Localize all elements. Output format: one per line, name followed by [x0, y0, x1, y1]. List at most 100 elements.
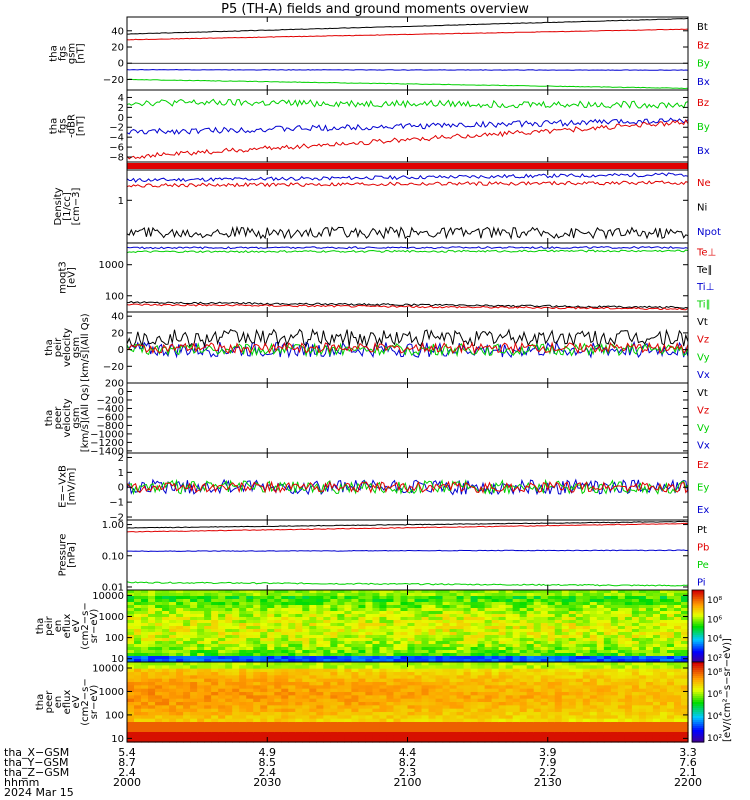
- heatmap-cell: [218, 702, 226, 706]
- heatmap-cell: [491, 682, 500, 686]
- heatmap-cell: [680, 638, 689, 642]
- heatmap-cell: [484, 596, 493, 600]
- heatmap-cell: [239, 605, 247, 609]
- heatmap-cell: [232, 635, 240, 639]
- heatmap-cell: [463, 608, 472, 612]
- heatmap-cell: [575, 611, 584, 615]
- heatmap-cell: [295, 614, 303, 618]
- heatmap-cell: [281, 647, 289, 651]
- heatmap-cell: [218, 605, 226, 609]
- heatmap-cell: [246, 644, 254, 648]
- colorbar-cell: [692, 672, 704, 675]
- heatmap-cell: [512, 608, 521, 612]
- heatmap-cell: [596, 596, 605, 600]
- heatmap-cell: [519, 735, 528, 740]
- heatmap-cell: [225, 688, 233, 693]
- series-line-Npot: [126, 172, 689, 183]
- heatmap-cell: [309, 620, 317, 624]
- colorbar-cell: [692, 738, 704, 741]
- heatmap-cell: [526, 675, 535, 680]
- heatmap-cell: [561, 602, 570, 606]
- heatmap-cell: [659, 623, 668, 627]
- heatmap-cell: [316, 685, 324, 690]
- heatmap-cell: [393, 623, 402, 627]
- heatmap-cell: [169, 675, 177, 680]
- heatmap-cell: [547, 722, 556, 726]
- legend-entry: Vz: [697, 335, 709, 346]
- heatmap-cell: [141, 632, 149, 636]
- colorbar-cell: [692, 668, 704, 671]
- heatmap-cell: [281, 692, 289, 696]
- heatmap-cell: [589, 656, 598, 660]
- heatmap-cell: [302, 593, 310, 597]
- heatmap-cell: [365, 668, 374, 673]
- heatmap-cell: [575, 620, 584, 624]
- heatmap-cell: [344, 626, 352, 630]
- heatmap-cell: [309, 735, 317, 740]
- series-line-Bx: [126, 78, 689, 90]
- heatmap-cell: [155, 650, 163, 654]
- heatmap-cell: [477, 632, 486, 636]
- heatmap-cell: [456, 638, 465, 642]
- heatmap-cell: [456, 735, 465, 740]
- heatmap-cell: [323, 638, 331, 642]
- heatmap-cell: [498, 678, 507, 683]
- heatmap-cell: [393, 672, 402, 676]
- y-tick-label: −1000: [90, 429, 124, 440]
- heatmap-cell: [638, 605, 647, 609]
- heatmap-cell: [470, 653, 479, 657]
- heatmap-cell: [218, 715, 226, 720]
- heatmap-cell: [302, 675, 310, 680]
- heatmap-cell: [337, 682, 345, 686]
- heatmap-cell: [393, 715, 402, 720]
- heatmap-cell: [512, 715, 521, 720]
- heatmap-cell: [274, 698, 282, 703]
- heatmap-cell: [127, 715, 135, 720]
- heatmap-cell: [127, 611, 135, 615]
- heatmap-cell: [491, 650, 500, 654]
- heatmap-cell: [330, 602, 338, 606]
- heatmap-cell: [638, 718, 647, 723]
- heatmap-cell: [596, 688, 605, 693]
- heatmap-cell: [561, 665, 570, 670]
- heatmap-cell: [204, 614, 212, 618]
- heatmap-cell: [456, 668, 465, 673]
- heatmap-cell: [617, 675, 626, 680]
- heatmap-cell: [393, 650, 402, 654]
- heatmap-cell: [526, 653, 535, 657]
- colorbar-cell: [692, 670, 704, 673]
- heatmap-cell: [197, 672, 205, 676]
- heatmap-cell: [148, 623, 156, 627]
- heatmap-cell: [127, 682, 135, 686]
- heatmap-cell: [638, 638, 647, 642]
- heatmap-cell: [309, 611, 317, 615]
- heatmap-cell: [477, 623, 486, 627]
- heatmap-cell: [176, 644, 184, 648]
- heatmap-cell: [547, 735, 556, 740]
- colorbar-cell: [692, 591, 704, 595]
- heatmap-cell: [554, 623, 563, 627]
- heatmap-cell: [148, 590, 156, 594]
- heatmap-cell: [498, 698, 507, 703]
- heatmap-cell: [295, 638, 303, 642]
- heatmap-cell: [547, 593, 556, 597]
- heatmap-cell: [603, 662, 612, 666]
- heatmap-cell: [400, 605, 409, 609]
- heatmap-cell: [337, 623, 345, 627]
- heatmap-cell: [624, 635, 633, 639]
- heatmap-cell: [442, 641, 451, 645]
- heatmap-cell: [302, 688, 310, 693]
- heatmap-cell: [309, 688, 317, 693]
- heatmap-cell: [666, 641, 675, 645]
- heatmap-cell: [673, 638, 682, 642]
- heatmap-cell: [337, 732, 345, 736]
- heatmap-cell: [316, 632, 324, 636]
- heatmap-cell: [582, 718, 591, 723]
- heatmap-cell: [155, 682, 163, 686]
- heatmap-cell: [162, 682, 170, 686]
- heatmap-cell: [596, 614, 605, 618]
- heatmap-cell: [295, 644, 303, 648]
- heatmap-cell: [148, 614, 156, 618]
- heatmap-cell: [435, 638, 444, 642]
- heatmap-cell: [302, 599, 310, 603]
